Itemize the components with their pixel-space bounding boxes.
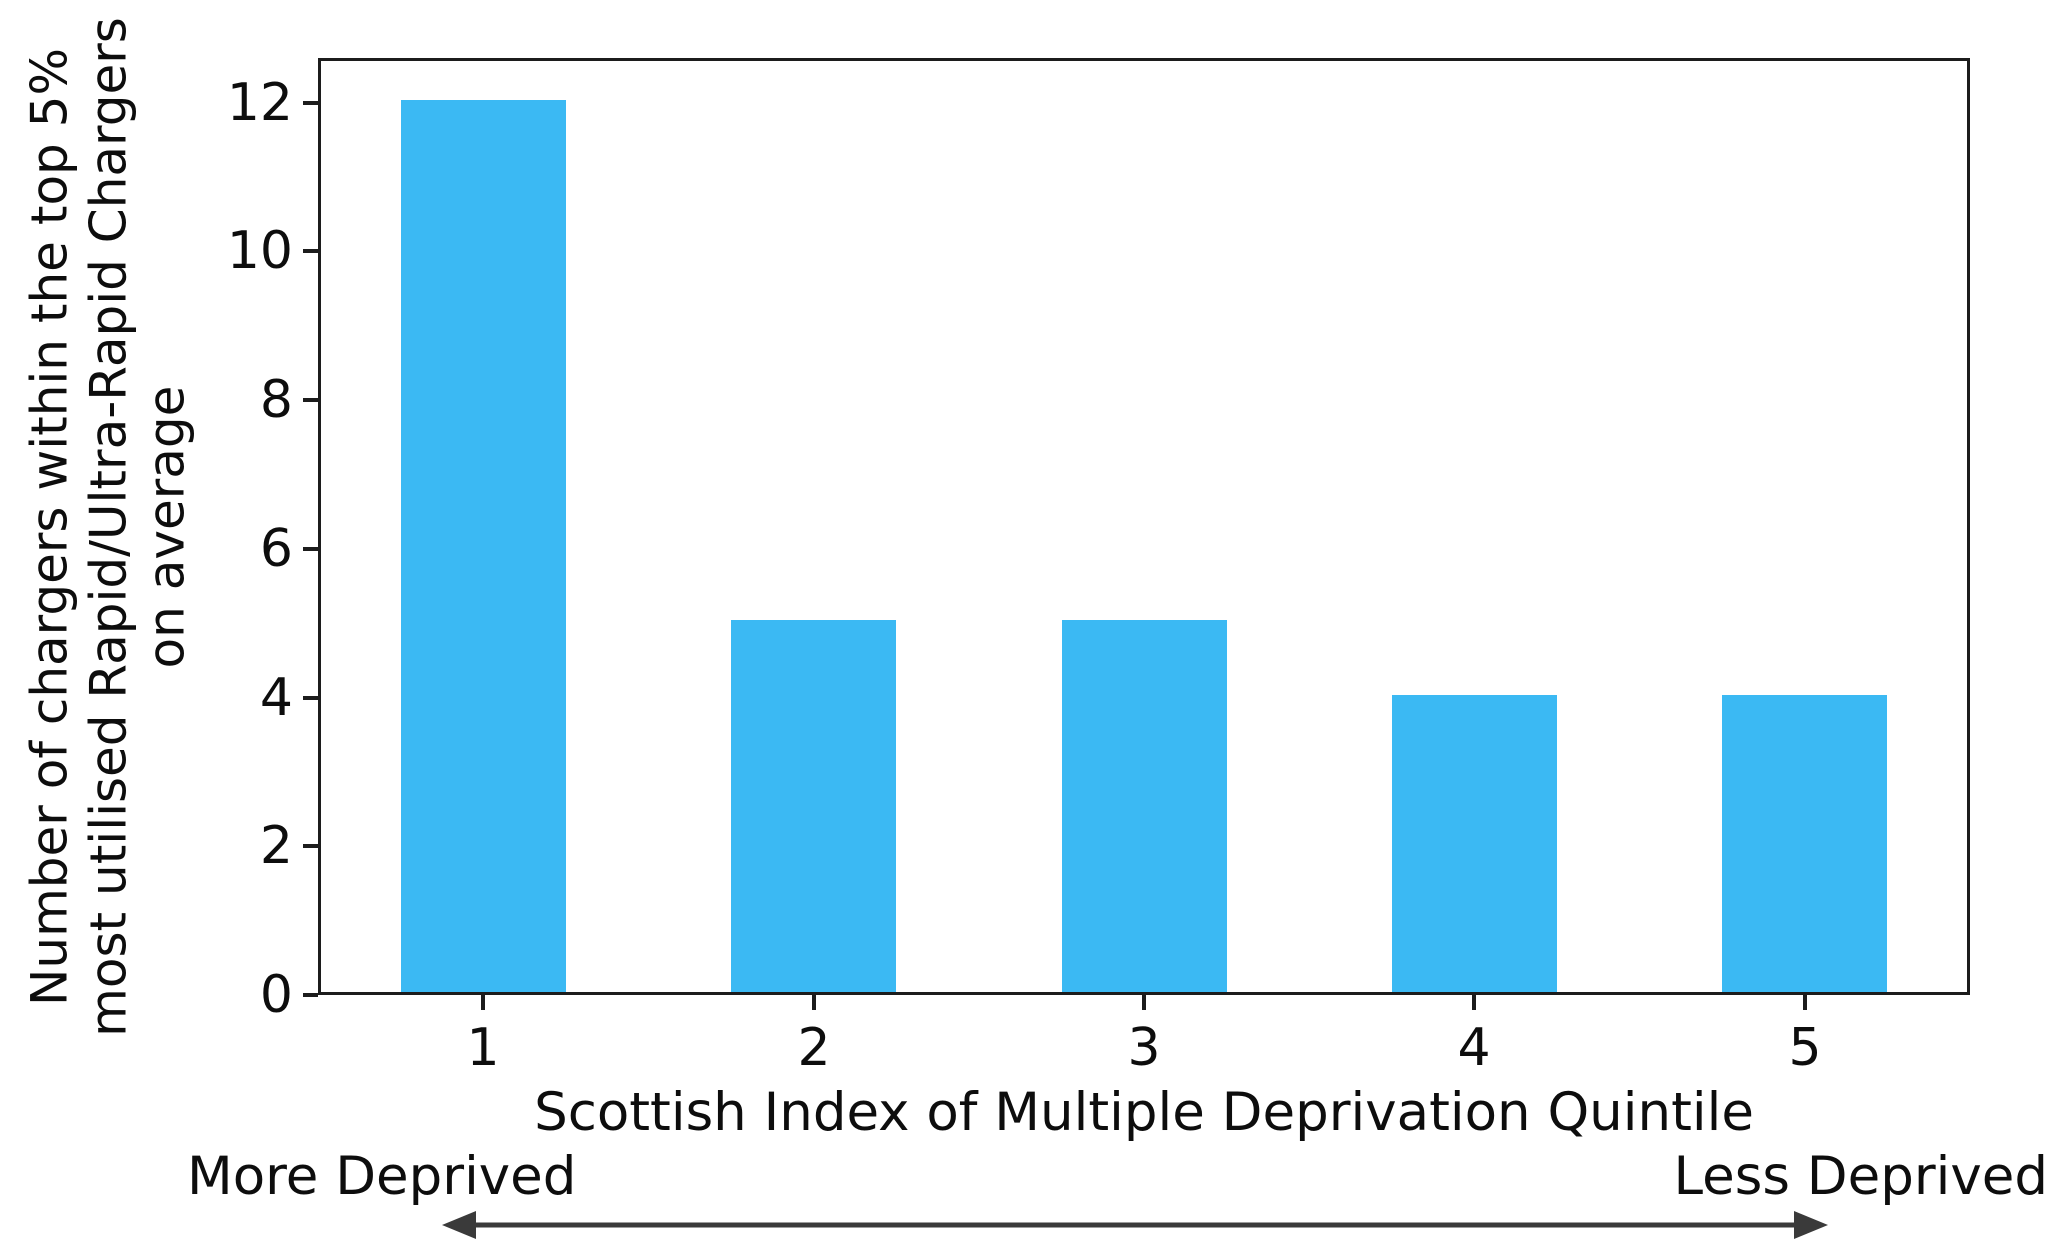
annotation-less-deprived: Less Deprived <box>1673 1146 2048 1207</box>
x-tick-mark <box>812 995 816 1010</box>
y-tick-label: 4 <box>259 668 293 728</box>
x-tick-mark <box>1472 995 1476 1010</box>
y-tick-mark <box>303 696 318 700</box>
y-tick-label: 2 <box>259 816 293 876</box>
x-tick-label: 3 <box>1127 1018 1161 1078</box>
y-tick-label: 6 <box>259 519 293 579</box>
x-tick-label: 5 <box>1788 1018 1822 1078</box>
y-tick-label: 10 <box>226 221 293 281</box>
x-tick-mark <box>1803 995 1807 1010</box>
x-tick-label: 1 <box>466 1018 500 1078</box>
deprivation-direction-arrow <box>442 1211 1828 1239</box>
bar-quintile-4 <box>1392 695 1557 992</box>
y-axis-title: Number of chargers within the top 5% mos… <box>20 17 196 1037</box>
x-tick-mark <box>481 995 485 1010</box>
y-tick-label: 8 <box>259 370 293 430</box>
x-axis-title: Scottish Index of Multiple Deprivation Q… <box>534 1082 1754 1143</box>
plot-area <box>318 58 1970 995</box>
bar-quintile-5 <box>1722 695 1887 992</box>
y-tick-label: 12 <box>226 73 293 133</box>
y-tick-mark <box>303 547 318 551</box>
y-tick-label: 0 <box>259 965 293 1025</box>
y-tick-mark <box>303 993 318 997</box>
bar-quintile-1 <box>401 100 566 992</box>
bar-quintile-2 <box>731 620 896 992</box>
y-tick-mark <box>303 844 318 848</box>
annotation-more-deprived: More Deprived <box>187 1146 577 1207</box>
x-tick-label: 4 <box>1457 1018 1491 1078</box>
y-tick-mark <box>303 398 318 402</box>
x-tick-mark <box>1142 995 1146 1010</box>
y-tick-mark <box>303 101 318 105</box>
bar-quintile-3 <box>1062 620 1227 992</box>
y-tick-mark <box>303 249 318 253</box>
x-tick-label: 2 <box>797 1018 831 1078</box>
